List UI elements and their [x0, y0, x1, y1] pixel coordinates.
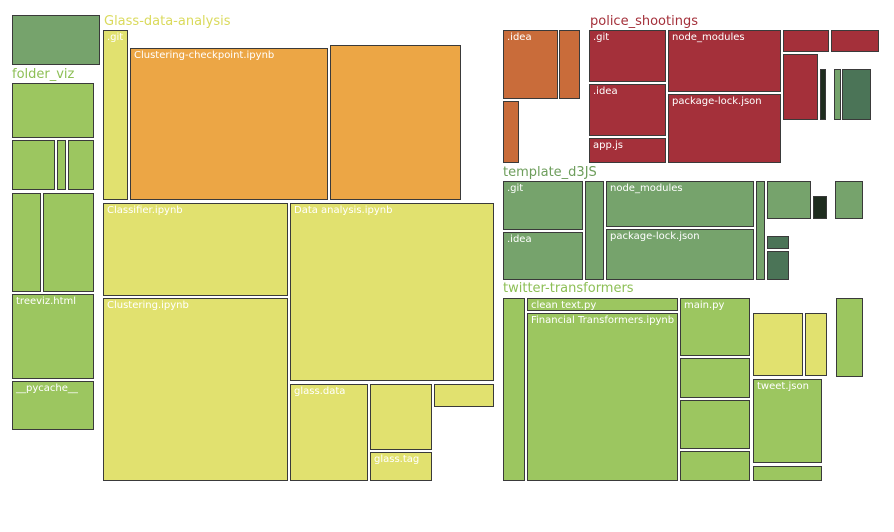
treemap-cell[interactable]: [753, 313, 803, 376]
treemap-cell[interactable]: [842, 69, 871, 120]
treemap-cell[interactable]: [12, 15, 100, 65]
treemap-cell[interactable]: Clustering.ipynb: [103, 298, 288, 481]
treemap-cell-label: .git: [593, 32, 610, 43]
treemap-cell[interactable]: [503, 101, 519, 163]
treemap-cell-label: glass.tag: [374, 454, 420, 465]
treemap-cell[interactable]: [820, 69, 826, 120]
treemap-cell[interactable]: [585, 181, 604, 280]
treemap-cell-label: __pycache__: [16, 383, 78, 394]
treemap-cell-label: Classifier.ipynb: [107, 205, 183, 216]
treemap-cell[interactable]: [756, 181, 765, 280]
treemap-cell[interactable]: [68, 140, 94, 190]
treemap-cell[interactable]: [12, 193, 41, 292]
treemap-cell[interactable]: main.py: [680, 298, 750, 356]
treemap-cell[interactable]: tweet.json: [753, 379, 822, 463]
treemap-cell[interactable]: app.js: [589, 138, 666, 163]
treemap-cell[interactable]: [767, 181, 811, 219]
treemap-cell[interactable]: [680, 358, 750, 398]
treemap-cell[interactable]: [834, 69, 841, 120]
treemap-cell[interactable]: [836, 298, 863, 377]
treemap-cell-label: treeviz.html: [16, 296, 77, 307]
treemap-cell[interactable]: [835, 181, 863, 219]
treemap-cell[interactable]: [753, 466, 822, 481]
treemap-cell-label: app.js: [593, 140, 623, 151]
treemap-cell[interactable]: [831, 30, 879, 52]
treemap-cell-label: .idea: [507, 234, 532, 245]
treemap-cell[interactable]: [813, 196, 827, 219]
treemap-cell[interactable]: .git: [589, 30, 666, 82]
treemap-cell[interactable]: .git: [503, 181, 583, 230]
treemap-cell[interactable]: [43, 193, 94, 292]
treemap-cell[interactable]: [57, 140, 66, 190]
treemap-cell[interactable]: Financial Transformers.ipynb: [527, 313, 678, 481]
treemap-cell-label: Data analysis.ipynb: [294, 205, 393, 216]
treemap-cell[interactable]: .idea: [503, 232, 583, 280]
treemap-cell-label: clean text.py: [531, 300, 597, 311]
treemap-cell[interactable]: .idea: [503, 30, 558, 99]
treemap-cell-label: node_modules: [672, 32, 745, 43]
group-label-folder-viz: folder_viz: [12, 67, 75, 82]
treemap-cell[interactable]: [330, 45, 461, 200]
treemap-cell[interactable]: node_modules: [606, 181, 754, 227]
treemap-cell[interactable]: .idea: [589, 84, 666, 136]
treemap-cell[interactable]: [783, 54, 818, 120]
group-label-police-shootings: police_shootings: [590, 14, 698, 29]
treemap-cell-label: Clustering-checkpoint.ipynb: [134, 50, 275, 61]
treemap-cell[interactable]: [767, 251, 789, 280]
treemap-cell[interactable]: [805, 313, 827, 376]
treemap-cell-label: .git: [507, 183, 524, 194]
treemap-cell[interactable]: .git: [103, 30, 128, 200]
treemap-cell[interactable]: package-lock.json: [668, 94, 781, 163]
treemap-cell-label: main.py: [684, 300, 725, 311]
group-label-glass-data-analysis: Glass-data-analysis: [104, 14, 231, 29]
treemap-cell-label: package-lock.json: [610, 231, 700, 242]
treemap-cell[interactable]: clean text.py: [527, 298, 678, 311]
treemap-cell[interactable]: [559, 30, 580, 99]
treemap-cell[interactable]: package-lock.json: [606, 229, 754, 280]
treemap-cell[interactable]: Classifier.ipynb: [103, 203, 288, 296]
treemap-cell[interactable]: [783, 30, 829, 52]
treemap-cell-label: package-lock.json: [672, 96, 762, 107]
treemap-cell[interactable]: [12, 83, 94, 138]
treemap-cell-label: Financial Transformers.ipynb: [531, 315, 675, 326]
treemap-cell[interactable]: treeviz.html: [12, 294, 94, 379]
treemap-cell-label: .idea: [507, 32, 532, 43]
treemap-cell[interactable]: glass.data: [290, 384, 368, 481]
treemap-cell-label: .git: [107, 32, 124, 43]
treemap-cell[interactable]: [503, 298, 525, 481]
treemap-cell-label: tweet.json: [757, 381, 809, 392]
treemap-cell[interactable]: [434, 384, 494, 407]
treemap-cell-label: Clustering.ipynb: [107, 300, 189, 311]
treemap-cell[interactable]: [680, 451, 750, 481]
treemap-cell[interactable]: [12, 140, 55, 190]
treemap-cell[interactable]: [680, 400, 750, 449]
treemap-cell[interactable]: Data analysis.ipynb: [290, 203, 494, 381]
treemap-cell[interactable]: [767, 236, 789, 249]
group-label-template-d3js: template_d3JS: [503, 165, 597, 180]
treemap-cell-label: node_modules: [610, 183, 683, 194]
treemap-cell[interactable]: __pycache__: [12, 381, 94, 430]
treemap-cell[interactable]: [370, 384, 432, 450]
treemap-cell[interactable]: Clustering-checkpoint.ipynb: [130, 48, 328, 200]
treemap-cell-label: glass.data: [294, 386, 346, 397]
group-label-twitter-transformers: twitter-transformers: [503, 281, 634, 296]
treemap-cell[interactable]: node_modules: [668, 30, 781, 92]
treemap-cell-label: .idea: [593, 86, 618, 97]
treemap-cell[interactable]: glass.tag: [370, 452, 432, 481]
